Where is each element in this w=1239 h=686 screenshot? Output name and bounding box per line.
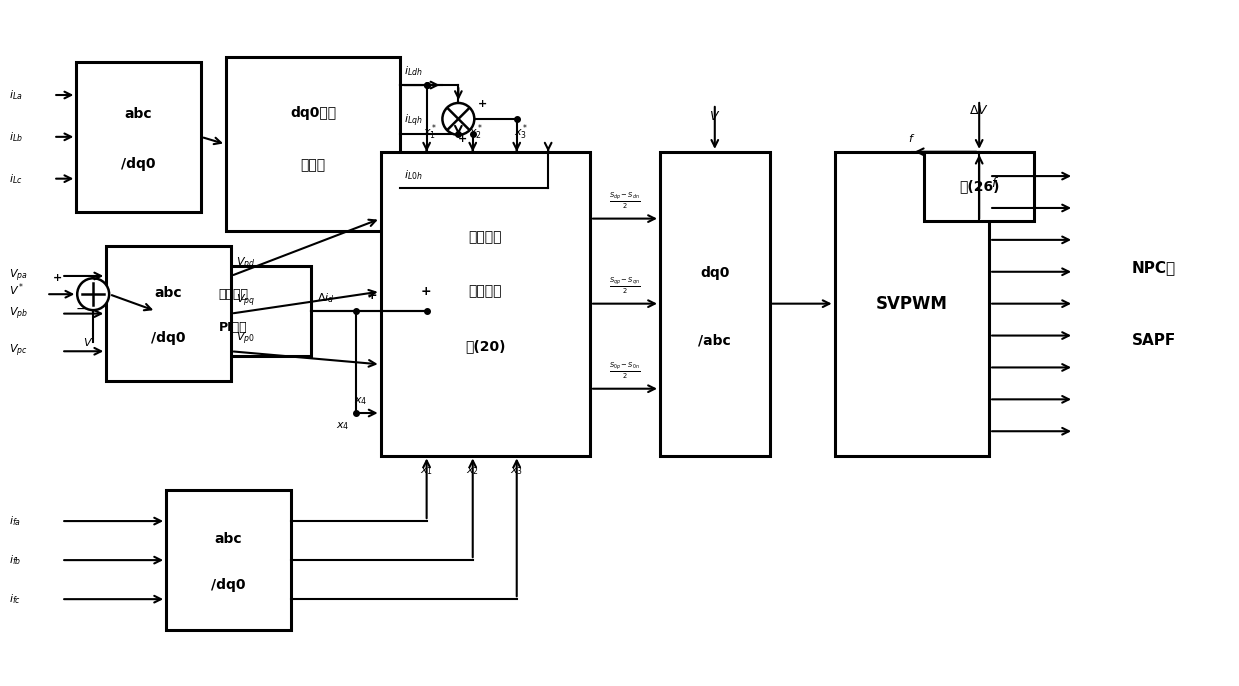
Text: +: +: [457, 134, 467, 144]
Text: $i_{fb}$: $i_{fb}$: [10, 553, 22, 567]
Text: abc: abc: [125, 108, 152, 121]
Text: $V_{pd}$: $V_{pd}$: [235, 255, 255, 272]
Text: dq0谐波: dq0谐波: [290, 106, 336, 120]
Text: $x_2^*$: $x_2^*$: [470, 123, 484, 142]
Text: $x_2$: $x_2$: [466, 466, 479, 477]
Text: 内环电流: 内环电流: [468, 230, 502, 244]
Text: 外环电压: 外环电压: [218, 289, 248, 301]
Bar: [380, 152, 590, 456]
Text: SAPF: SAPF: [1131, 333, 1176, 348]
Text: +: +: [478, 99, 488, 109]
Text: $i_{fc}$: $i_{fc}$: [10, 592, 21, 606]
Bar: [77, 62, 201, 211]
Text: NPC型: NPC型: [1131, 260, 1176, 274]
Bar: [924, 152, 1035, 222]
Text: 式(26): 式(26): [959, 180, 1000, 193]
Text: $i_{Lc}$: $i_{Lc}$: [10, 172, 24, 186]
Text: $i_{Ldh}$: $i_{Ldh}$: [404, 64, 424, 78]
Text: $V_{p0}$: $V_{p0}$: [235, 331, 255, 347]
Text: /dq0: /dq0: [151, 331, 186, 345]
Text: $\Delta V$: $\Delta V$: [969, 104, 989, 117]
Bar: [225, 57, 400, 231]
Text: $V$: $V$: [709, 110, 720, 123]
Text: /dq0: /dq0: [211, 578, 245, 592]
Text: $i_{fa}$: $i_{fa}$: [10, 514, 21, 528]
Text: dq0: dq0: [700, 266, 730, 281]
Text: $x_1$: $x_1$: [420, 466, 434, 477]
Text: /dq0: /dq0: [121, 156, 156, 171]
Text: $x_1^*$: $x_1^*$: [424, 123, 437, 142]
Text: $\frac{S_{qp}-S_{qn}}{2}$: $\frac{S_{qp}-S_{qn}}{2}$: [610, 276, 641, 296]
Bar: [156, 266, 311, 356]
Text: $\Delta i_d$: $\Delta i_d$: [317, 291, 335, 305]
Text: $V^*$: $V^*$: [10, 281, 25, 298]
Text: $i_{Lqh}$: $i_{Lqh}$: [404, 113, 424, 129]
Text: +: +: [421, 285, 431, 298]
Text: $V_{pa}$: $V_{pa}$: [10, 268, 28, 284]
Circle shape: [77, 279, 109, 310]
Text: $i_{L0h}$: $i_{L0h}$: [404, 168, 424, 182]
Bar: [835, 152, 989, 456]
Text: $V_{pq}$: $V_{pq}$: [235, 293, 255, 309]
Text: $\frac{S_{0p}-S_{0n}}{2}$: $\frac{S_{0p}-S_{0n}}{2}$: [610, 361, 641, 381]
Text: /abc: /abc: [699, 333, 731, 347]
Text: 无源控制: 无源控制: [468, 285, 502, 298]
Bar: [107, 246, 230, 381]
Text: $i_{Lb}$: $i_{Lb}$: [10, 130, 24, 144]
Bar: [166, 490, 291, 630]
Text: $x_3$: $x_3$: [510, 466, 523, 477]
Text: +: +: [53, 273, 62, 283]
Text: +: +: [367, 289, 377, 302]
Text: $V_{pb}$: $V_{pb}$: [10, 305, 28, 322]
Text: $V_{pc}$: $V_{pc}$: [10, 343, 28, 359]
Text: $\frac{S_{dp}-S_{dn}}{2}$: $\frac{S_{dp}-S_{dn}}{2}$: [610, 191, 641, 211]
Text: SVPWM: SVPWM: [876, 295, 948, 313]
Text: $V$: $V$: [83, 336, 93, 348]
Text: $f$: $f$: [908, 132, 916, 144]
Circle shape: [442, 103, 475, 135]
Text: abc: abc: [155, 287, 182, 300]
Text: PI控制: PI控制: [219, 321, 248, 334]
Text: 式(20): 式(20): [465, 339, 506, 353]
Text: $i_{La}$: $i_{La}$: [10, 88, 24, 102]
Text: $-$: $-$: [76, 301, 88, 315]
Text: $x_3^*$: $x_3^*$: [514, 123, 529, 142]
Text: 检测法: 检测法: [301, 158, 326, 172]
Text: $x_4$: $x_4$: [336, 420, 349, 431]
Text: abc: abc: [214, 532, 242, 546]
Text: $x_4$: $x_4$: [353, 395, 367, 407]
Text: $f$: $f$: [991, 176, 999, 189]
Bar: [660, 152, 769, 456]
